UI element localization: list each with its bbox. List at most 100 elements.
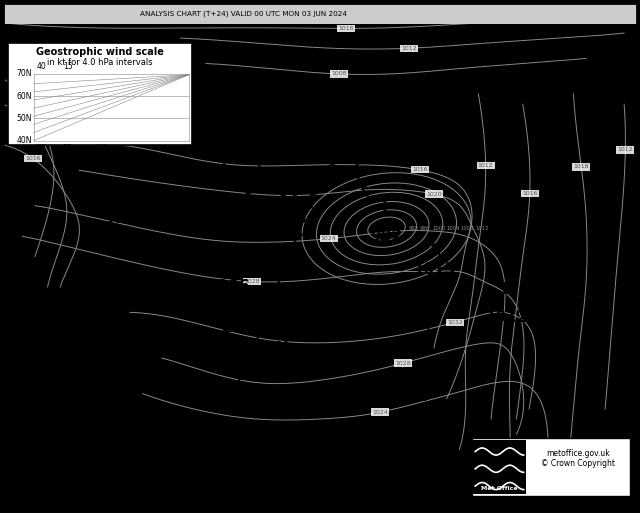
Text: L: L xyxy=(337,122,347,137)
Text: L: L xyxy=(417,389,426,404)
Polygon shape xyxy=(280,189,286,198)
Polygon shape xyxy=(241,324,247,329)
Polygon shape xyxy=(296,231,303,236)
Polygon shape xyxy=(281,192,286,196)
Polygon shape xyxy=(292,96,298,104)
Text: 40: 40 xyxy=(36,62,46,71)
Polygon shape xyxy=(220,169,230,175)
Text: 1024: 1024 xyxy=(321,236,337,241)
Polygon shape xyxy=(292,246,298,250)
Polygon shape xyxy=(27,336,33,341)
Text: H: H xyxy=(108,211,120,226)
Text: 80: 80 xyxy=(36,144,46,153)
Polygon shape xyxy=(307,204,312,209)
Text: Geostrophic wind scale: Geostrophic wind scale xyxy=(36,47,164,57)
Polygon shape xyxy=(262,171,268,175)
Text: 982: 982 xyxy=(371,229,403,244)
Polygon shape xyxy=(223,93,234,98)
Polygon shape xyxy=(356,161,362,165)
Polygon shape xyxy=(226,105,232,109)
Text: 50N: 50N xyxy=(16,114,32,123)
Text: 1016: 1016 xyxy=(412,167,428,172)
Polygon shape xyxy=(357,148,363,152)
Text: L: L xyxy=(502,282,512,297)
Polygon shape xyxy=(308,95,314,103)
Polygon shape xyxy=(340,155,349,163)
Polygon shape xyxy=(220,130,226,135)
Text: L: L xyxy=(300,97,309,112)
Polygon shape xyxy=(9,334,15,339)
Polygon shape xyxy=(317,176,327,184)
Text: 15: 15 xyxy=(63,62,72,71)
Text: 1012: 1012 xyxy=(486,310,528,325)
Polygon shape xyxy=(99,340,105,344)
Polygon shape xyxy=(275,99,282,107)
Polygon shape xyxy=(216,119,225,124)
Text: L: L xyxy=(429,234,439,249)
Polygon shape xyxy=(237,81,243,85)
Bar xyxy=(8,43,192,145)
Text: 70N: 70N xyxy=(16,69,32,78)
Text: 992: 992 xyxy=(409,226,419,231)
Polygon shape xyxy=(254,342,260,347)
Text: 1004: 1004 xyxy=(447,226,460,231)
Text: 1008: 1008 xyxy=(461,226,474,231)
Text: 1016: 1016 xyxy=(522,191,538,195)
Text: 1016: 1016 xyxy=(26,156,41,161)
Bar xyxy=(3,3,637,24)
Polygon shape xyxy=(301,218,307,222)
Polygon shape xyxy=(239,94,244,98)
Text: 1018: 1018 xyxy=(573,165,589,169)
Text: 1028: 1028 xyxy=(396,361,412,366)
Text: 25: 25 xyxy=(63,144,72,153)
Polygon shape xyxy=(361,100,365,105)
Polygon shape xyxy=(234,81,239,85)
Polygon shape xyxy=(271,182,276,186)
Text: 1020: 1020 xyxy=(533,129,576,145)
Polygon shape xyxy=(327,165,337,172)
Polygon shape xyxy=(116,339,123,344)
Polygon shape xyxy=(45,338,51,342)
Bar xyxy=(472,438,630,496)
Text: in kt for 4.0 hPa intervals: in kt for 4.0 hPa intervals xyxy=(47,58,153,67)
Text: 1012: 1012 xyxy=(476,226,489,231)
Polygon shape xyxy=(286,260,292,264)
Text: 1020: 1020 xyxy=(426,191,442,196)
Text: ANALYSIS CHART (T+24) VALID 00 UTC MON 03 JUN 2024: ANALYSIS CHART (T+24) VALID 00 UTC MON 0… xyxy=(140,10,348,17)
Text: 1012: 1012 xyxy=(478,163,493,168)
Polygon shape xyxy=(251,146,256,150)
Text: 60N: 60N xyxy=(16,91,32,101)
Text: H: H xyxy=(276,341,289,356)
Polygon shape xyxy=(248,356,255,360)
Polygon shape xyxy=(81,339,87,344)
Polygon shape xyxy=(266,314,272,319)
Polygon shape xyxy=(221,156,227,160)
Polygon shape xyxy=(170,336,177,341)
Polygon shape xyxy=(248,133,253,137)
Text: L: L xyxy=(134,435,144,449)
Text: Met Office: Met Office xyxy=(481,486,518,491)
Text: 996: 996 xyxy=(420,226,430,231)
Text: L: L xyxy=(381,201,391,216)
Polygon shape xyxy=(260,104,267,112)
Polygon shape xyxy=(245,120,251,124)
Polygon shape xyxy=(271,301,277,306)
Text: L: L xyxy=(223,252,233,267)
Text: 1012: 1012 xyxy=(618,147,633,152)
Text: 1015: 1015 xyxy=(118,462,161,477)
Polygon shape xyxy=(292,192,298,196)
Text: 1005: 1005 xyxy=(321,150,364,165)
Text: 1032: 1032 xyxy=(447,320,463,325)
Text: 1016: 1016 xyxy=(339,26,354,31)
Polygon shape xyxy=(275,287,282,291)
Polygon shape xyxy=(256,159,262,163)
Text: 1028: 1028 xyxy=(244,279,260,284)
Text: 1006: 1006 xyxy=(207,280,250,294)
Text: H: H xyxy=(548,102,561,117)
Text: 1030: 1030 xyxy=(93,239,135,254)
Text: 1024: 1024 xyxy=(372,409,388,415)
Polygon shape xyxy=(188,333,195,339)
Text: metoffice.gov.uk
© Crown Copyright: metoffice.gov.uk © Crown Copyright xyxy=(541,448,615,468)
Bar xyxy=(474,440,525,494)
Polygon shape xyxy=(246,186,253,193)
